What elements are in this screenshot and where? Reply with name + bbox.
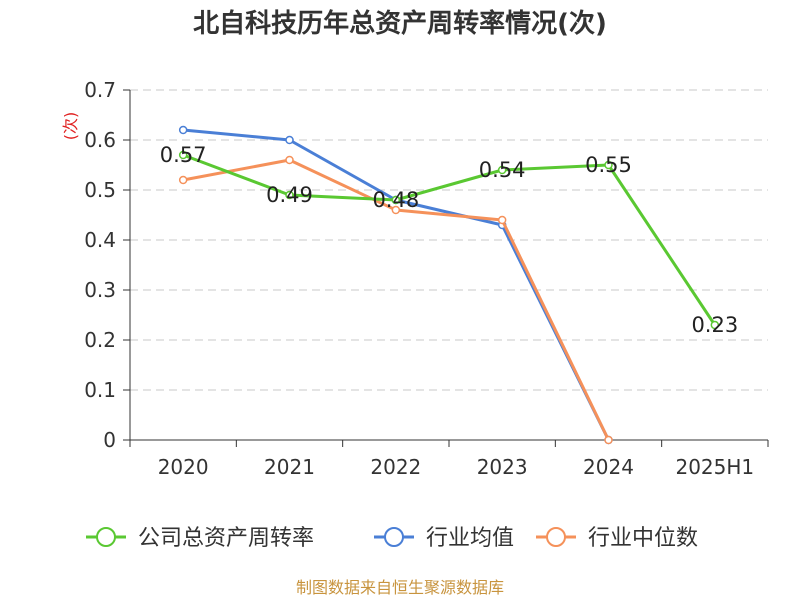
- series-line: [182, 153, 717, 326]
- source-footer: 制图数据来自恒生聚源数据库: [295, 578, 504, 597]
- y-tick-label: 0.5: [84, 178, 116, 202]
- y-axis-label: (次): [61, 112, 80, 141]
- data-point: [285, 155, 294, 165]
- data-point: [178, 150, 188, 160]
- legend-item[interactable]: 公司总资产周转率: [86, 526, 314, 551]
- x-tick-label: 2024: [583, 455, 634, 479]
- data-point: [497, 165, 507, 175]
- data-point: [178, 125, 188, 135]
- x-tick-label: 2022: [370, 455, 421, 479]
- y-tick-label: 0.7: [84, 78, 116, 102]
- data-label: 0.57: [160, 143, 207, 167]
- legend-label: 行业均值: [426, 526, 514, 551]
- data-point: [604, 160, 613, 170]
- legend-marker: [384, 527, 404, 547]
- data-point: [604, 435, 613, 445]
- y-tick-label: 0.6: [84, 128, 116, 152]
- legend[interactable]: 公司总资产周转率 行业均值 行业中位数: [86, 526, 698, 551]
- x-tick-label: 2020: [158, 455, 209, 479]
- data-label: 0.49: [266, 183, 313, 207]
- y-tick-label: 0: [103, 428, 116, 452]
- data-point: [391, 195, 401, 205]
- gridlines: [130, 89, 768, 391]
- data-point: [497, 215, 507, 225]
- legend-label: 行业中位数: [588, 526, 698, 551]
- x-tick-label: 2025H1: [675, 455, 754, 479]
- legend-item[interactable]: 行业均值: [374, 526, 514, 551]
- data-point: [710, 320, 720, 330]
- x-tick-label: 2023: [477, 455, 528, 479]
- data-point: [178, 175, 188, 185]
- legend-label: 公司总资产周转率: [138, 526, 314, 551]
- y-tick-label: 0.3: [84, 278, 116, 302]
- chart-title: 北自科技历年总资产周转率情况(次): [193, 9, 607, 39]
- legend-item[interactable]: 行业中位数: [536, 526, 698, 551]
- data-label: 0.55: [585, 153, 632, 177]
- series-lines: [178, 125, 720, 445]
- y-tick-label: 0.1: [84, 378, 116, 402]
- data-point: [285, 135, 294, 145]
- data-label: 0.54: [479, 158, 526, 182]
- legend-marker: [96, 527, 116, 547]
- data-label: 0.23: [691, 313, 738, 337]
- legend-marker: [546, 527, 566, 547]
- y-tick-label: 0.4: [84, 228, 116, 252]
- series-line: [183, 128, 610, 441]
- data-labels: 0.57 0.49 0.48 0.54 0.55 0.23: [160, 143, 738, 337]
- axes: 0 0.1 0.2 0.3 0.4 0.5 0.6 0.7 2020 2021 2022 2023 20…: [84, 78, 769, 479]
- y-tick-label: 0.2: [84, 328, 116, 352]
- data-label: 0.48: [372, 188, 419, 212]
- data-point: [285, 190, 294, 200]
- data-point: [391, 205, 401, 215]
- x-tick-label: 2021: [264, 455, 315, 479]
